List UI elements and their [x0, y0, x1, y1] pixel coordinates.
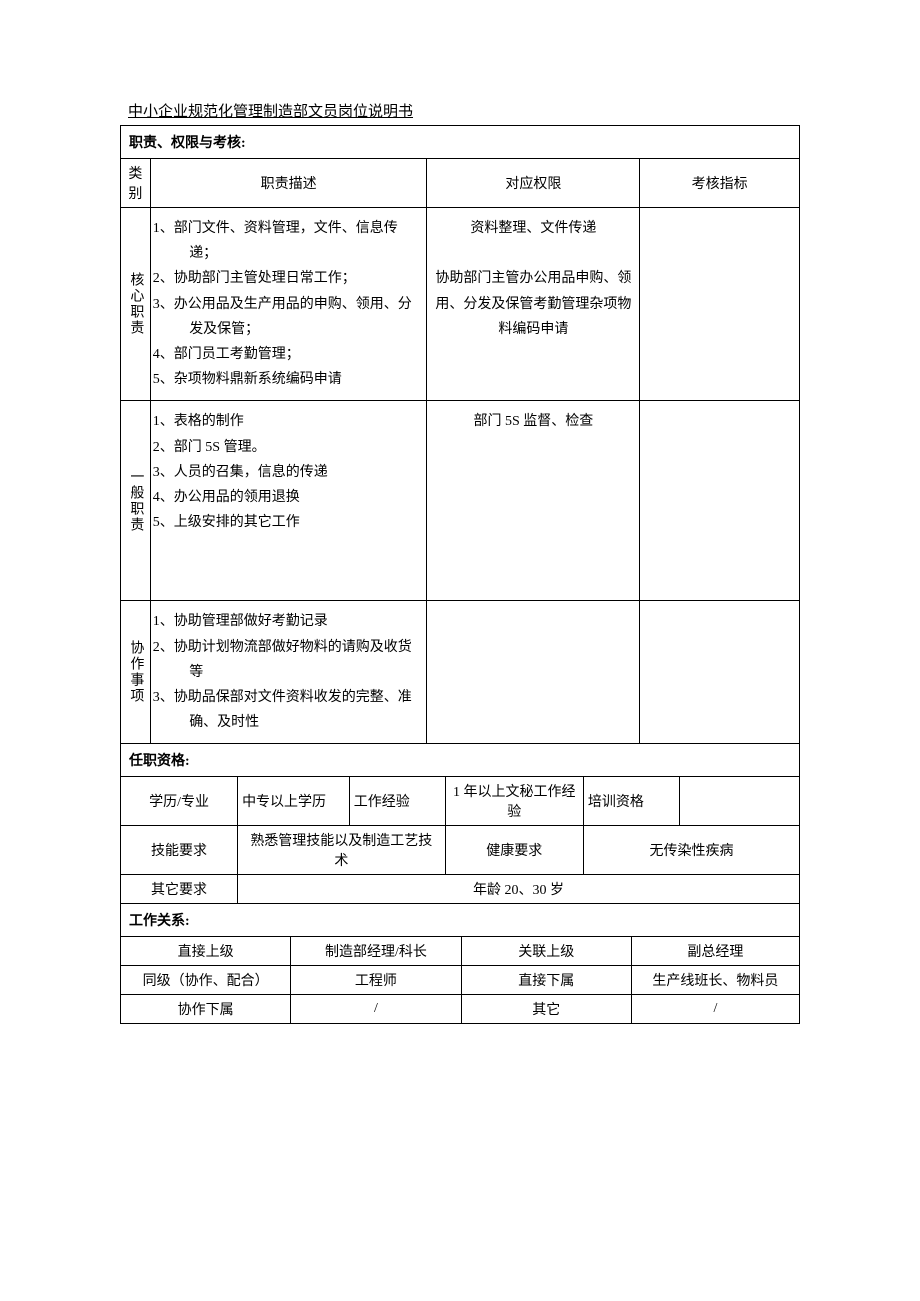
metric-cell	[640, 401, 800, 601]
qual-key: 工作经验	[349, 777, 445, 826]
section-header-duties: 职责、权限与考核	[121, 126, 800, 159]
rel-key: 直接上级	[121, 937, 291, 966]
desc-list-2: 1、协助管理部做好考勤记录2、协助计划物流部做好物料的请购及收货等3、协助品保部…	[153, 609, 421, 735]
table-header-row: 类别 职责描述 对应权限 考核指标	[121, 159, 800, 208]
desc-cell: 1、部门文件、资料管理，文件、信息传递；2、协助部门主管处理日常工作；3、办公用…	[150, 208, 427, 401]
list-item: 2、协助部门主管处理日常工作；	[153, 266, 421, 291]
table-row: 协作下属 / 其它 /	[121, 995, 800, 1024]
qual-val: 1 年以上文秘工作经验	[445, 777, 583, 826]
rel-key: 协作下属	[121, 995, 291, 1024]
qual-val: 熟悉管理技能以及制造工艺技术	[238, 826, 446, 875]
qual-key: 技能要求	[121, 826, 238, 875]
authority-cell	[427, 601, 640, 744]
qual-val: 年龄 20、30 岁	[238, 875, 800, 904]
table-row: 技能要求 熟悉管理技能以及制造工艺技术 健康要求 无传染性疾病	[121, 826, 800, 875]
section-header-qualification: 任职资格	[121, 744, 800, 777]
category-label: 协作事项	[121, 601, 151, 744]
rel-key: 其它	[461, 995, 631, 1024]
col-authority: 对应权限	[427, 159, 640, 208]
duties-table: 职责、权限与考核 类别 职责描述 对应权限 考核指标 核心职责 1、部门文件、资…	[120, 125, 800, 776]
col-category: 类别	[121, 159, 151, 208]
col-desc: 职责描述	[150, 159, 427, 208]
category-label: 核心职责	[121, 208, 151, 401]
list-item: 3、办公用品及生产用品的申购、领用、分发及保管；	[153, 292, 421, 342]
qual-key: 健康要求	[445, 826, 583, 875]
rel-key: 直接下属	[461, 966, 631, 995]
rel-val: 制造部经理/科长	[291, 937, 461, 966]
desc-cell: 1、表格的制作2、部门 5S 管理。3、人员的召集，信息的传递4、办公用品的领用…	[150, 401, 427, 601]
list-item: 3、人员的召集，信息的传递	[153, 460, 421, 485]
list-item: 1、表格的制作	[153, 409, 421, 434]
qual-key: 其它要求	[121, 875, 238, 904]
list-item: 4、办公用品的领用退换	[153, 485, 421, 510]
authority-cell: 部门 5S 监督、检查	[427, 401, 640, 601]
qual-val	[679, 777, 799, 826]
category-label: 一般职责	[121, 401, 151, 601]
table-row: 学历/专业 中专以上学历 工作经验 1 年以上文秘工作经验 培训资格	[121, 777, 800, 826]
table-row: 核心职责 1、部门文件、资料管理，文件、信息传递；2、协助部门主管处理日常工作；…	[121, 208, 800, 401]
list-item: 4、部门员工考勤管理；	[153, 342, 421, 367]
desc-list-0: 1、部门文件、资料管理，文件、信息传递；2、协助部门主管处理日常工作；3、办公用…	[153, 216, 421, 392]
metric-cell	[640, 208, 800, 401]
table-row: 协作事项 1、协助管理部做好考勤记录2、协助计划物流部做好物料的请购及收货等3、…	[121, 601, 800, 744]
table-row: 同级（协作、配合） 工程师 直接下属 生产线班长、物料员	[121, 966, 800, 995]
desc-list-1: 1、表格的制作2、部门 5S 管理。3、人员的召集，信息的传递4、办公用品的领用…	[153, 409, 421, 535]
list-item: 3、协助品保部对文件资料收发的完整、准确、及时性	[153, 685, 421, 735]
table-row: 一般职责 1、表格的制作2、部门 5S 管理。3、人员的召集，信息的传递4、办公…	[121, 401, 800, 601]
rel-val: 副总经理	[631, 937, 799, 966]
list-item: 5、上级安排的其它工作	[153, 510, 421, 535]
authority-cell: 资料整理、文件传递 协助部门主管办公用品申购、领用、分发及保管考勤管理杂项物料编…	[427, 208, 640, 401]
rel-key: 同级（协作、配合）	[121, 966, 291, 995]
col-metric: 考核指标	[640, 159, 800, 208]
qual-val: 中专以上学历	[238, 777, 350, 826]
qualification-table: 学历/专业 中专以上学历 工作经验 1 年以上文秘工作经验 培训资格 技能要求 …	[120, 776, 800, 936]
metric-cell	[640, 601, 800, 744]
list-item: 2、部门 5S 管理。	[153, 435, 421, 460]
section-header-relations: 工作关系	[121, 904, 800, 937]
list-item: 1、部门文件、资料管理，文件、信息传递；	[153, 216, 421, 266]
desc-cell: 1、协助管理部做好考勤记录2、协助计划物流部做好物料的请购及收货等3、协助品保部…	[150, 601, 427, 744]
rel-val: /	[631, 995, 799, 1024]
relations-table: 直接上级 制造部经理/科长 关联上级 副总经理 同级（协作、配合） 工程师 直接…	[120, 936, 800, 1024]
list-item: 2、协助计划物流部做好物料的请购及收货等	[153, 635, 421, 685]
rel-val: /	[291, 995, 461, 1024]
qual-val: 无传染性疾病	[583, 826, 799, 875]
rel-val: 生产线班长、物料员	[631, 966, 799, 995]
qual-key: 学历/专业	[121, 777, 238, 826]
rel-val: 工程师	[291, 966, 461, 995]
list-item: 5、杂项物料鼎新系统编码申请	[153, 367, 421, 392]
page-title: 中小企业规范化管理制造部文员岗位说明书	[120, 100, 800, 121]
qual-key: 培训资格	[583, 777, 679, 826]
list-item: 1、协助管理部做好考勤记录	[153, 609, 421, 634]
table-row: 直接上级 制造部经理/科长 关联上级 副总经理	[121, 937, 800, 966]
rel-key: 关联上级	[461, 937, 631, 966]
table-row: 其它要求 年龄 20、30 岁	[121, 875, 800, 904]
